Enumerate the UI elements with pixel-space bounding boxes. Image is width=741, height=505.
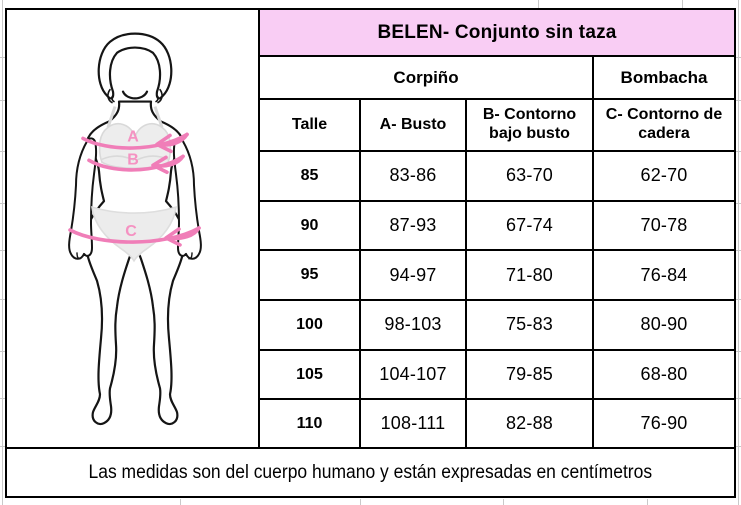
cell-bajo-busto: 75-83 [465,299,594,351]
cell-busto: 98-103 [359,299,467,351]
gridline-tick [0,398,5,399]
gridline-tick [503,499,504,505]
cell-talle: 85 [260,150,361,202]
arrow-hip-C [68,226,201,247]
table-row: 85 83-86 63-70 62-70 [260,150,735,202]
gridline-tick [538,0,539,8]
gridline-right-vertical [738,0,739,505]
footer-note-row: Las medidas son del cuerpo humano y está… [7,447,734,496]
column-header-talle: Talle [260,98,361,152]
body-measurement-figure: A B C [68,32,202,426]
cell-busto: 87-93 [359,199,467,252]
group-header-bombacha: Bombacha [591,55,735,100]
gridline-tick [0,446,5,447]
gridline-tick [682,0,683,8]
column-header-busto: A- Busto [359,98,467,152]
table-row: 100 98-103 75-83 80-90 [260,299,735,351]
size-table: BELEN- Conjunto sin taza Corpiño Bombach… [260,10,735,447]
column-header-cadera: C- Contorno de cadera [591,98,735,152]
table-title: BELEN- Conjunto sin taza [260,10,735,57]
table-row: 95 94-97 71-80 76-84 [260,249,735,302]
ear-curl-right [155,88,163,104]
cell-cadera: 76-90 [591,398,735,447]
gridline-tick [180,499,181,505]
cell-talle: 105 [260,348,361,401]
label-B: B [127,151,139,168]
cell-bajo-busto: 79-85 [465,348,594,401]
arrow-underbust-B [87,154,185,175]
gridline-tick [0,250,5,251]
cell-busto: 83-86 [359,150,467,202]
gridline-tick [0,203,5,204]
cell-talle: 90 [260,199,361,252]
chin [121,90,149,100]
cell-talle: 95 [260,249,361,302]
cell-cadera: 70-78 [591,199,735,252]
cell-busto: 108-111 [359,398,467,447]
right-arm [172,137,202,260]
hair [97,32,173,100]
table-row: 105 104-107 79-85 68-80 [260,348,735,401]
panties [91,205,177,263]
cell-busto: 104-107 [359,348,467,401]
hand-detail [76,252,193,260]
group-header-corpino: Corpiño [260,55,594,100]
cell-cadera: 76-84 [591,249,735,302]
gridline-tick [736,250,741,251]
gridline-tick [736,100,741,101]
gridline-tick [0,299,5,300]
cell-bajo-busto: 82-88 [465,398,594,447]
cell-bajo-busto: 67-74 [465,199,594,252]
gridline-left-vertical [2,0,3,505]
bra [98,106,172,169]
gridline-tick [736,446,741,447]
cell-talle: 110 [260,398,361,447]
label-C: C [125,223,137,240]
gridline-tick [736,398,741,399]
gridline-tick [736,351,741,352]
gridline-tick [736,203,741,204]
cell-bajo-busto: 63-70 [465,150,594,202]
gridline-tick [0,57,5,58]
left-arm [68,137,98,260]
cell-cadera: 62-70 [591,150,735,202]
gridline-tick [736,151,741,152]
cell-cadera: 80-90 [591,299,735,351]
chart-frame: A B C BELEN- Conjunto sin taza Co [5,8,736,498]
cell-cadera: 68-80 [591,348,735,401]
footer-note: Las medidas son del cuerpo humano y está… [88,461,653,483]
ear-curl-left [107,88,115,104]
table-row: 110 108-111 82-88 76-90 [260,398,735,447]
gridline-tick [360,499,361,505]
cell-busto: 94-97 [359,249,467,302]
top-section: A B C BELEN- Conjunto sin taza Co [7,10,735,447]
body-diagram-panel: A B C [7,10,260,447]
column-header-bajo-busto: B- Contorno bajo busto [465,98,594,152]
gridline-tick [0,351,5,352]
arrow-bust-A [81,132,189,154]
gridline-tick [647,499,648,505]
gridline-tick [736,57,741,58]
gridline-tick [736,299,741,300]
cell-bajo-busto: 71-80 [465,249,594,302]
label-A: A [127,128,139,145]
cell-talle: 100 [260,299,361,351]
measure-letters: A B C [125,128,139,240]
table-row: 90 87-93 67-74 70-78 [260,199,735,252]
size-table-panel: BELEN- Conjunto sin taza Corpiño Bombach… [260,10,735,447]
measure-arrows [68,132,201,247]
gridline-tick [0,151,5,152]
gridline-tick [0,100,5,101]
